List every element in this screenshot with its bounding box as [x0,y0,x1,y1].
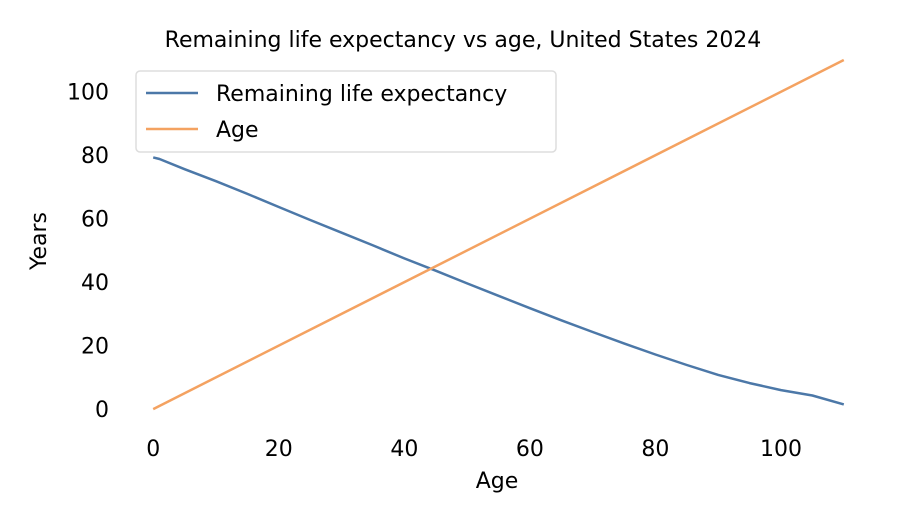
y-tick-label: 60 [81,208,109,233]
x-tick-label: 20 [265,437,293,462]
legend-label-remaining-life-expectancy: Remaining life expectancy [216,82,507,107]
legend-frame [135,70,557,153]
y-tick-label: 100 [67,81,109,106]
y-axis-label: Years [27,212,52,271]
chart-title: Remaining life expectancy vs age, United… [165,28,762,53]
series-layer [152,58,845,411]
series-line-age [152,58,845,411]
y-tick-label: 40 [81,271,109,296]
legend: Remaining life expectancy Age [135,70,557,153]
y-tick-label: 0 [95,398,109,423]
legend-label-age: Age [216,118,259,143]
y-axis-ticks: 0 20 40 60 80 100 [67,81,109,423]
y-tick-label: 80 [81,144,109,169]
x-tick-label: 80 [641,437,669,462]
y-tick-label: 20 [81,335,109,360]
series-line-remaining-life-expectancy [152,156,845,406]
x-axis-label: Age [476,469,519,494]
x-tick-label: 0 [146,437,160,462]
x-tick-label: 100 [760,437,802,462]
x-tick-label: 60 [516,437,544,462]
x-axis-ticks: 0 20 40 60 80 100 [146,437,802,462]
x-tick-label: 40 [390,437,418,462]
